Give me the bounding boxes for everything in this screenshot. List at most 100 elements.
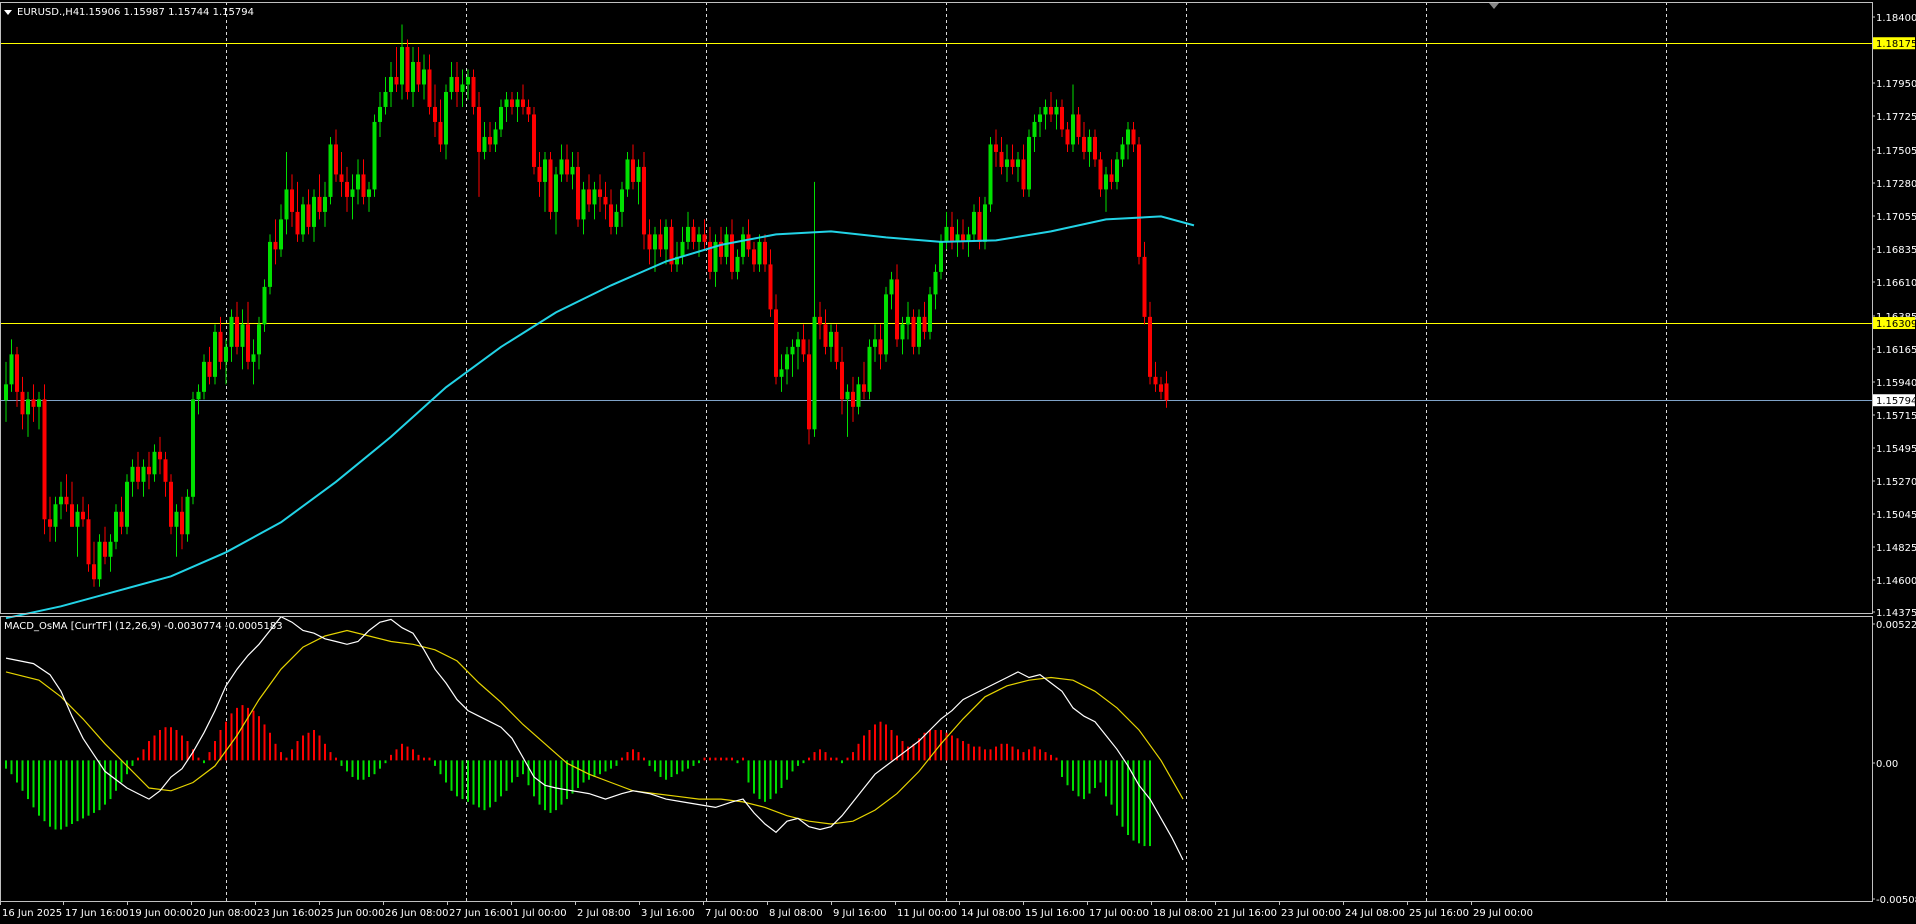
- time-tick-label: 8 Jul 08:00: [769, 908, 823, 919]
- price-tick-label: 1.18400: [1876, 13, 1916, 24]
- candle-body: [1038, 114, 1042, 122]
- candle-body: [1065, 129, 1070, 145]
- candle-body: [323, 196, 327, 212]
- candle-body: [939, 241, 943, 272]
- candle-body: [31, 399, 36, 407]
- candle-body: [950, 226, 954, 242]
- candle-body: [444, 91, 448, 145]
- time-tick-label: 9 Jul 16:00: [833, 908, 887, 919]
- price-tick-label: 1.15495: [1876, 444, 1916, 455]
- collapse-triangle-icon[interactable]: [4, 10, 12, 15]
- candle-body: [746, 234, 751, 250]
- candle-body: [163, 459, 168, 482]
- candle-body: [1010, 159, 1015, 167]
- candle-body: [240, 324, 245, 347]
- time-tick-label: 24 Jul 08:00: [1345, 908, 1405, 919]
- candle-body: [4, 384, 8, 401]
- time-tick-label: 17 Jun 16:00: [65, 908, 129, 919]
- candle-body: [691, 226, 696, 242]
- price-pane[interactable]: 1.18400 1.17950 1.17725 1.17505 1.17280 1.170…: [0, 2, 1916, 620]
- candle-body: [268, 241, 272, 287]
- candle-body: [339, 174, 344, 182]
- candle-body: [812, 316, 817, 430]
- time-tick-label: 23 Jun 16:00: [257, 908, 321, 919]
- candle-body: [1076, 114, 1081, 137]
- candle-body: [972, 211, 976, 235]
- time-tick-label: 11 Jul 00:00: [897, 908, 957, 919]
- price-tick-label: 1.16165: [1876, 345, 1916, 356]
- ohlc-values: 1.15906 1.15987 1.15744 1.15794: [79, 7, 254, 18]
- indicator-tick-label: -0.005087: [1876, 895, 1916, 906]
- candle-body: [147, 466, 151, 475]
- candle-body: [119, 511, 124, 527]
- candle-body: [1043, 106, 1048, 115]
- candle-body: [741, 234, 745, 257]
- time-tick-label: 15 Jul 16:00: [1025, 908, 1085, 919]
- candle-body: [532, 114, 536, 167]
- candle-body: [521, 99, 525, 107]
- candle-body: [1071, 114, 1075, 145]
- candle-body: [631, 159, 635, 182]
- candle-body: [224, 346, 228, 362]
- candle-body: [20, 391, 25, 415]
- candle-body: [851, 391, 855, 407]
- candle-body: [801, 339, 806, 355]
- candle-body: [367, 189, 371, 197]
- time-tick-label: 29 Jul 00:00: [1473, 908, 1533, 919]
- candle-body: [917, 316, 921, 347]
- candle-body: [196, 391, 201, 400]
- candle-body: [471, 76, 476, 107]
- candle-body: [928, 294, 932, 332]
- candle-body: [394, 76, 399, 85]
- candle-body: [48, 519, 52, 527]
- candle-body: [383, 91, 388, 107]
- indicator-pane[interactable]: 0.0052236 0.00 -0.005087 MACD_OsMA [CurrTF…: [0, 615, 1916, 906]
- candle-body: [15, 354, 19, 392]
- candle-body: [983, 204, 987, 242]
- horizontal-lines[interactable]: [0, 43, 1872, 401]
- symbol-name: EURUSD.,H4: [17, 7, 79, 18]
- candle-body: [284, 189, 289, 220]
- candle-body: [620, 189, 624, 212]
- candle-body: [697, 234, 701, 242]
- candle-body: [823, 324, 828, 347]
- time-tick-label: 18 Jul 08:00: [1153, 908, 1213, 919]
- candle-body: [1120, 144, 1125, 160]
- candle-body: [867, 346, 872, 392]
- time-tick-label: 25 Jun 00:00: [321, 908, 385, 919]
- candle-body: [378, 106, 382, 122]
- candle-body: [724, 234, 729, 257]
- candle-body: [460, 84, 465, 92]
- candle-body: [1098, 159, 1103, 190]
- candle-body: [752, 249, 756, 265]
- candle-body: [218, 331, 223, 362]
- candle-body: [37, 399, 41, 407]
- price-tick-label: 1.16835: [1876, 245, 1916, 256]
- candle-body: [735, 256, 740, 272]
- candle-body: [466, 76, 470, 85]
- candle-body: [411, 61, 415, 92]
- candle-body: [763, 241, 767, 265]
- candle-body: [152, 451, 157, 475]
- candle-body: [97, 541, 102, 580]
- candle-body: [829, 331, 833, 347]
- candle-body: [581, 189, 586, 220]
- scroll-marker-icon[interactable]: [1489, 3, 1499, 9]
- moving-average-line: [5, 215, 1195, 620]
- time-tick-label: 26 Jun 08:00: [385, 908, 449, 919]
- candle-body: [295, 211, 300, 235]
- candle-body: [526, 106, 531, 115]
- indicator-tick-label: 0.0052236: [1876, 620, 1916, 631]
- candle-body: [1060, 106, 1064, 130]
- candle-body: [1027, 136, 1031, 190]
- candle-body: [1159, 384, 1163, 392]
- candle-body: [422, 69, 426, 85]
- candle-body: [994, 144, 998, 152]
- candle-body: [653, 234, 657, 250]
- candle-body: [158, 451, 162, 460]
- candle-body: [1016, 159, 1020, 167]
- time-tick-label: 1 Jul 00:00: [513, 908, 567, 919]
- indicator-header: MACD_OsMA [CurrTF] (12,26,9) -0.0030774 …: [4, 621, 283, 632]
